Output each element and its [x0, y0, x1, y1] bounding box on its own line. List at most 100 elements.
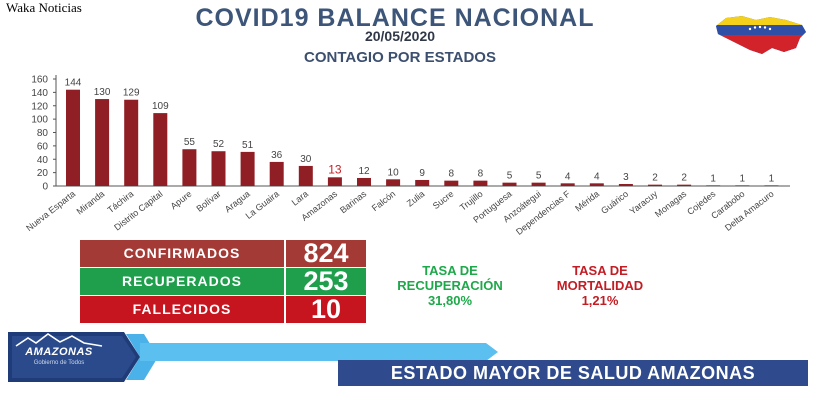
- category-label: Mérida: [573, 189, 601, 214]
- recovery-rate-line1: TASA DE: [422, 263, 478, 278]
- logo-subtitle: Gobierno de Todos: [33, 360, 85, 366]
- data-label: 129: [123, 88, 140, 99]
- bar: [560, 183, 575, 186]
- data-label: 10: [388, 167, 400, 178]
- data-label: 3: [623, 172, 629, 183]
- y-tick-label: 120: [31, 101, 48, 112]
- mortality-rate-line1: TASA DE: [572, 263, 628, 278]
- category-label: Bolívar: [194, 189, 222, 214]
- report-date: 20/05/2020: [364, 28, 436, 44]
- data-label: 5: [507, 171, 513, 182]
- recovered-label: RECUPERADOS: [80, 268, 284, 295]
- data-label: 130: [94, 87, 111, 98]
- data-label: 8: [478, 169, 484, 180]
- bar: [473, 180, 488, 186]
- y-tick-label: 20: [37, 168, 49, 179]
- bar: [706, 185, 721, 186]
- mortality-rate-line2: MORTALIDAD: [556, 278, 644, 293]
- confirmed-label: CONFIRMADOS: [80, 240, 284, 267]
- bar: [269, 161, 284, 186]
- data-label: 13: [328, 162, 342, 176]
- data-label: 52: [213, 139, 225, 150]
- data-label: 1: [710, 173, 716, 184]
- data-label: 144: [65, 78, 82, 89]
- bar: [589, 183, 604, 186]
- deaths-row: FALLECIDOS 10: [80, 296, 366, 323]
- bar: [502, 182, 517, 186]
- bar: [211, 151, 226, 186]
- category-label: Miranda: [75, 189, 107, 217]
- bar: [182, 149, 197, 186]
- bar: [95, 99, 110, 186]
- data-label: 1: [740, 173, 746, 184]
- recovered-value: 253: [286, 268, 366, 295]
- bar: [415, 179, 430, 186]
- data-label: 4: [594, 171, 600, 182]
- category-label: Zulia: [405, 189, 427, 209]
- y-tick-label: 0: [42, 182, 48, 193]
- deaths-label: FALLECIDOS: [80, 296, 284, 323]
- recovery-rate-value: 31,80%: [427, 293, 473, 308]
- bar: [531, 182, 546, 186]
- category-label: Guárico: [599, 189, 630, 216]
- y-tick-label: 100: [31, 115, 48, 126]
- data-label: 2: [652, 173, 658, 184]
- footer-chevrons: [8, 332, 158, 382]
- chart-subtitle: CONTAGIO POR ESTADOS: [304, 49, 496, 66]
- bar: [298, 165, 313, 186]
- data-label: 30: [300, 154, 312, 165]
- data-label: 2: [681, 173, 687, 184]
- bar: [444, 180, 459, 186]
- y-tick-label: 140: [31, 88, 48, 99]
- bar: [386, 179, 401, 186]
- mortality-rate-block: TASA DE MORTALIDAD 1,21%: [535, 263, 665, 308]
- category-label: Nueva Esparta: [24, 189, 77, 234]
- data-label: 4: [565, 171, 571, 182]
- bar: [327, 177, 342, 186]
- data-label: 51: [242, 140, 254, 151]
- page-title: COVID19 BALANCE NACIONAL: [195, 4, 595, 32]
- bar: [677, 184, 692, 186]
- logo-title: AMAZONAS: [25, 346, 93, 358]
- watermark-text: Waka Noticias: [6, 0, 82, 15]
- y-tick-label: 160: [31, 75, 48, 86]
- bar: [764, 185, 779, 186]
- recovery-rate-line2: RECUPERACIÓN: [397, 278, 503, 293]
- mortality-rate-value: 1,21%: [581, 293, 619, 308]
- bar: [66, 89, 80, 186]
- category-label: Monagas: [653, 188, 689, 219]
- category-label: Falcón: [370, 189, 397, 214]
- confirmed-row: CONFIRMADOS 824: [80, 240, 366, 267]
- bar: [648, 184, 662, 186]
- category-label: Apure: [169, 189, 194, 212]
- data-label: 55: [184, 137, 196, 148]
- y-tick-label: 80: [37, 128, 49, 139]
- y-tick-label: 40: [37, 155, 49, 166]
- data-label: 12: [358, 166, 370, 177]
- bar: [240, 151, 255, 186]
- data-label: 9: [419, 168, 425, 179]
- bar: [124, 99, 139, 186]
- recovery-rate-block: TASA DE RECUPERACIÓN 31,80%: [375, 263, 525, 308]
- footer-stripe: [140, 343, 498, 361]
- category-label: Lara: [290, 189, 310, 208]
- deaths-value: 10: [286, 296, 366, 323]
- bar: [357, 177, 371, 186]
- venezuela-map-icon: [716, 16, 806, 54]
- category-label: Dependencias F: [514, 188, 572, 237]
- footer-banner: ESTADO MAYOR DE SALUD AMAZONAS: [338, 360, 808, 386]
- category-label: Sucre: [431, 189, 456, 211]
- mountain-logo-icon: [15, 333, 103, 347]
- bar: [153, 113, 168, 186]
- confirmed-value: 824: [286, 240, 366, 267]
- data-label: 36: [271, 150, 283, 161]
- bar: [618, 183, 633, 186]
- data-label: 8: [449, 169, 455, 180]
- data-label: 5: [536, 171, 542, 182]
- y-tick-label: 60: [37, 141, 49, 152]
- category-label: Barinas: [338, 188, 369, 215]
- data-label: 1: [769, 173, 775, 184]
- data-label: 109: [152, 101, 169, 112]
- bar: [735, 185, 750, 186]
